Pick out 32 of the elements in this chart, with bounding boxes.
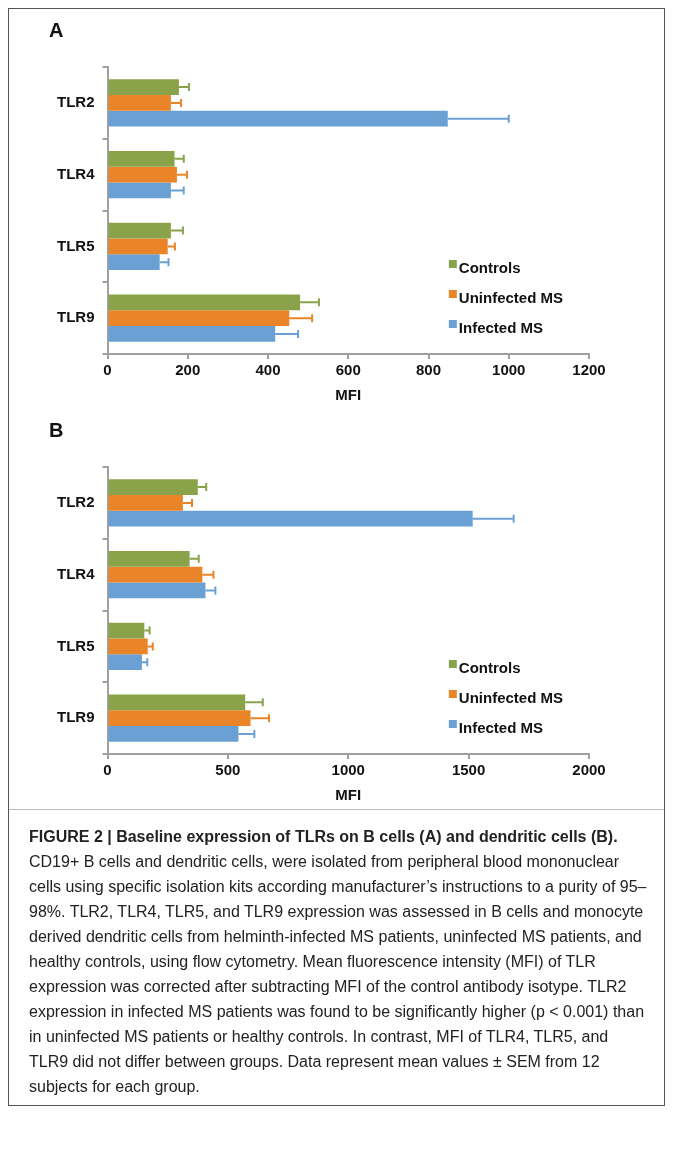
x-tick-label: 2000 [572, 761, 606, 779]
y-tick-label: TLR9 [57, 308, 95, 326]
x-tick-label: 1000 [492, 361, 526, 379]
text: CD19+ B cells and dendritic cells, were isolated from peripheral blood mononuclear cells using specific isolation kits according manufacturer’s instructions to a purity of 95–98%. TLR2, TLR4, TLR5, and TLR9 expression was assessed in B cells and monocyte derived dendritic cells from helminth-infected MS patients, uninfected MS patients, and healthy controls, using flow cytometry. Mean fluorescence intensity (MFI) of TLR expression was corrected after subtracting MFI of the control antibody isotype. TLR2 expression in infected MS patients was found to be significantly higher (p < 0.001) than in uninfected MS patients or healthy controls. In contrast, MFI of TLR4, TLR5, and TLR9 did not differ between groups. Data represent mean values ± SEM from 12 subjects for each group. [29, 853, 647, 1095]
y-tick-label: TLR2 [57, 93, 95, 111]
x-tick-label: 400 [255, 361, 281, 379]
x-axis-title: MFI [335, 786, 362, 804]
x-tick-label: 600 [335, 361, 361, 379]
legend-label: Controls [458, 659, 521, 677]
x-tick-label: 200 [175, 361, 201, 379]
legend-label: Uninfected MS [458, 689, 564, 707]
y-tick-label: TLR4 [57, 164, 96, 182]
chart-title: B [49, 418, 64, 441]
legend-label: Uninfected MS [458, 289, 564, 307]
x-tick-label: 0 [103, 761, 112, 779]
y-tick-label: TLR9 [57, 708, 95, 726]
x-tick-label: 1200 [572, 361, 606, 379]
x-tick-label: 800 [415, 361, 442, 379]
y-tick-label: TLR4 [57, 564, 96, 582]
caption: FIGURE 2 | Baseline expression of TLRs on B cells (A) and dendritic cells (B). [29, 828, 618, 845]
legend-label: Infected MS [458, 319, 544, 337]
legend-label: Infected MS [458, 719, 544, 737]
legend-label: Controls [458, 259, 521, 277]
y-tick-label: TLR5 [57, 636, 95, 654]
y-tick-label: TLR5 [57, 236, 95, 254]
x-axis-title: MFI [335, 386, 362, 404]
chart-title: A [49, 18, 64, 41]
x-tick-label: 1000 [331, 761, 365, 779]
x-tick-label: 1500 [451, 761, 486, 779]
y-tick-label: TLR2 [57, 493, 95, 511]
x-tick-label: 500 [215, 761, 241, 779]
x-tick-label: 0 [103, 361, 112, 379]
